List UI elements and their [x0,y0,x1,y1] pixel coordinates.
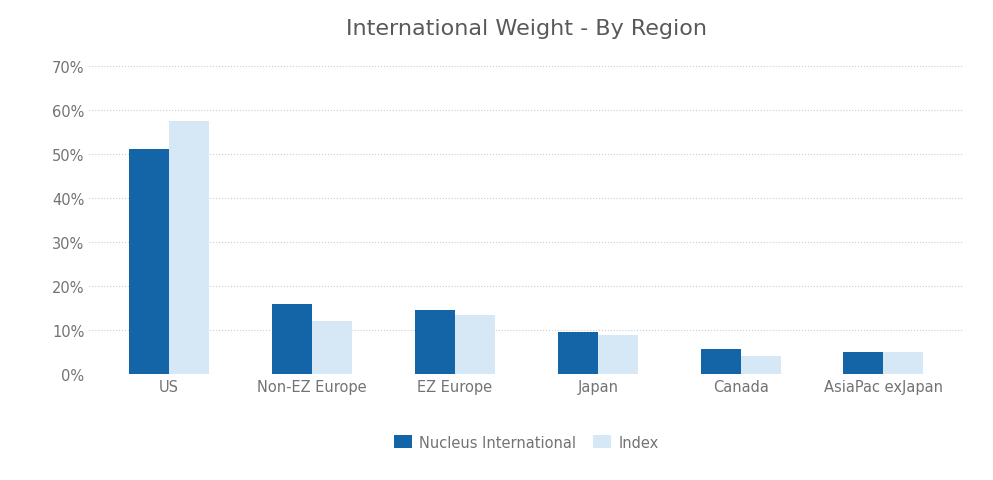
Bar [741,356,780,374]
Legend: Nucleus International, Index: Nucleus International, Index [388,429,664,456]
Bar [415,311,455,374]
Bar [598,336,638,374]
Bar [272,304,312,374]
Bar [843,352,884,374]
Bar [169,121,210,374]
Title: International Weight - By Region: International Weight - By Region [346,20,707,39]
Bar [701,349,741,374]
Bar [558,333,598,374]
Bar [884,352,923,374]
Bar [455,315,495,374]
Bar [312,322,352,374]
Bar [129,150,169,374]
